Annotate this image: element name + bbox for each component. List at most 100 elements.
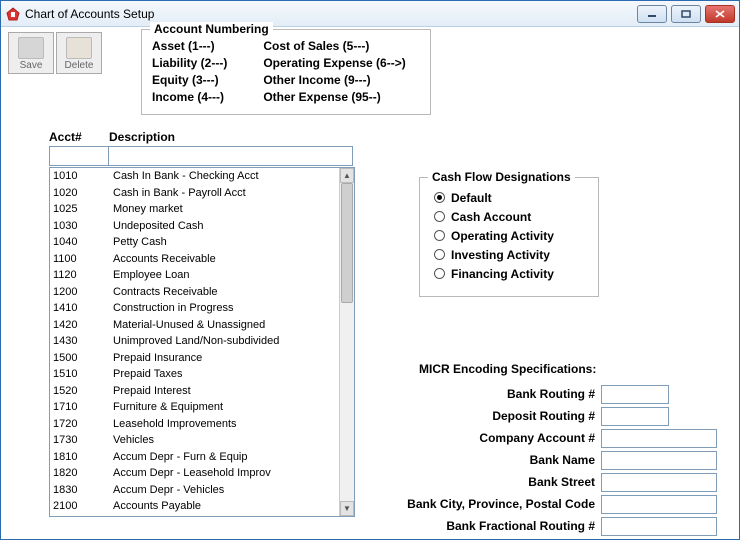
delete-icon <box>66 37 92 59</box>
list-item-acct: 1710 <box>53 399 113 416</box>
list-item-desc: Accounts Receivable <box>113 251 216 268</box>
list-item[interactable]: 1830Accum Depr - Vehicles <box>50 482 339 499</box>
cash-flow-option[interactable]: Cash Account <box>434 207 588 226</box>
window: Chart of Accounts Setup Save Delete Acco… <box>0 0 740 540</box>
micr-label: Bank Fractional Routing # <box>371 519 601 533</box>
cash-flow-option-label: Investing Activity <box>451 248 550 262</box>
field-labels: Acct# Description <box>49 130 175 144</box>
numbering-item: Liability (2---) <box>152 55 227 72</box>
micr-input[interactable] <box>601 407 669 426</box>
list-item[interactable]: 2100Accounts Payable <box>50 498 339 515</box>
cash-flow-option[interactable]: Investing Activity <box>434 245 588 264</box>
list-item-desc: Cash in Bank - Payroll Acct <box>113 185 246 202</box>
list-item-acct: 1510 <box>53 366 113 383</box>
micr-input[interactable] <box>601 517 717 536</box>
list-item[interactable]: 2500FICA Tax Payable <box>50 515 339 517</box>
cash-flow-option[interactable]: Financing Activity <box>434 264 588 283</box>
list-item[interactable]: 1040Petty Cash <box>50 234 339 251</box>
numbering-item: Other Income (9---) <box>263 72 405 89</box>
list-item[interactable]: 1200Contracts Receivable <box>50 284 339 301</box>
cash-flow-legend: Cash Flow Designations <box>428 170 575 184</box>
list-item[interactable]: 1030Undeposited Cash <box>50 218 339 235</box>
numbering-item: Asset (1---) <box>152 38 227 55</box>
minimize-button[interactable] <box>637 5 667 23</box>
description-input[interactable] <box>108 146 353 166</box>
list-item[interactable]: 1100Accounts Receivable <box>50 251 339 268</box>
cash-flow-groupbox: Cash Flow Designations DefaultCash Accou… <box>419 177 599 297</box>
maximize-button[interactable] <box>671 5 701 23</box>
scroll-thumb[interactable] <box>341 183 353 303</box>
list-item-acct: 1200 <box>53 284 113 301</box>
micr-label: Bank Routing # <box>371 387 601 401</box>
account-numbering-groupbox: Account Numbering Asset (1---) Liability… <box>141 29 431 115</box>
numbering-item: Other Expense (95--) <box>263 89 405 106</box>
list-item[interactable]: 1010Cash In Bank - Checking Acct <box>50 168 339 185</box>
cash-flow-option[interactable]: Default <box>434 188 588 207</box>
client-area: Save Delete Account Numbering Asset (1--… <box>1 27 739 539</box>
list-item[interactable]: 1120Employee Loan <box>50 267 339 284</box>
list-item-desc: Undeposited Cash <box>113 218 204 235</box>
list-item[interactable]: 1025Money market <box>50 201 339 218</box>
micr-input[interactable] <box>601 385 669 404</box>
list-item-acct: 1420 <box>53 317 113 334</box>
list-item-desc: Contracts Receivable <box>113 284 218 301</box>
cash-flow-option[interactable]: Operating Activity <box>434 226 588 245</box>
list-item[interactable]: 1720Leasehold Improvements <box>50 416 339 433</box>
list-item-desc: FICA Tax Payable <box>113 515 200 517</box>
list-item-desc: Furniture & Equipment <box>113 399 223 416</box>
list-item[interactable]: 1020Cash in Bank - Payroll Acct <box>50 185 339 202</box>
save-button[interactable]: Save <box>8 32 54 74</box>
list-item-acct: 1010 <box>53 168 113 185</box>
numbering-right-column: Cost of Sales (5---) Operating Expense (… <box>263 38 405 106</box>
scroll-up-button[interactable]: ▲ <box>340 168 354 183</box>
delete-button[interactable]: Delete <box>56 32 102 74</box>
close-button[interactable] <box>705 5 735 23</box>
acct-input[interactable] <box>49 146 109 166</box>
micr-input[interactable] <box>601 451 717 470</box>
micr-row: Bank Name <box>371 449 721 471</box>
list-item-desc: Petty Cash <box>113 234 167 251</box>
micr-row: Company Account # <box>371 427 721 449</box>
list-item-acct: 2500 <box>53 515 113 517</box>
list-item-acct: 1720 <box>53 416 113 433</box>
radio-icon <box>434 192 445 203</box>
list-item-acct: 1520 <box>53 383 113 400</box>
list-item-desc: Vehicles <box>113 432 154 449</box>
micr-title: MICR Encoding Specifications: <box>419 362 596 376</box>
list-item[interactable]: 1420Material-Unused & Unassigned <box>50 317 339 334</box>
list-item[interactable]: 1510Prepaid Taxes <box>50 366 339 383</box>
list-item-acct: 1025 <box>53 201 113 218</box>
list-item-acct: 1810 <box>53 449 113 466</box>
list-item-desc: Prepaid Taxes <box>113 366 183 383</box>
list-item-desc: Material-Unused & Unassigned <box>113 317 265 334</box>
micr-label: Company Account # <box>371 431 601 445</box>
scrollbar[interactable]: ▲ ▼ <box>339 168 354 516</box>
radio-icon <box>434 249 445 260</box>
list-item[interactable]: 1710Furniture & Equipment <box>50 399 339 416</box>
delete-button-label: Delete <box>65 60 94 71</box>
titlebar: Chart of Accounts Setup <box>1 1 739 27</box>
micr-input[interactable] <box>601 473 717 492</box>
numbering-left-column: Asset (1---) Liability (2---) Equity (3-… <box>152 38 227 106</box>
radio-icon <box>434 211 445 222</box>
list-item-desc: Accounts Payable <box>113 498 201 515</box>
accounts-list-inner: 1010Cash In Bank - Checking Acct1020Cash… <box>50 168 339 516</box>
toolbar: Save Delete <box>8 32 102 74</box>
micr-row: Deposit Routing # <box>371 405 721 427</box>
list-item[interactable]: 1820Accum Depr - Leasehold Improv <box>50 465 339 482</box>
field-inputs <box>49 146 353 166</box>
micr-input[interactable] <box>601 429 717 448</box>
list-item-acct: 1820 <box>53 465 113 482</box>
scroll-down-button[interactable]: ▼ <box>340 501 354 516</box>
micr-input[interactable] <box>601 495 717 514</box>
list-item[interactable]: 1730Vehicles <box>50 432 339 449</box>
list-item[interactable]: 1500Prepaid Insurance <box>50 350 339 367</box>
list-item[interactable]: 1810Accum Depr - Furn & Equip <box>50 449 339 466</box>
list-item[interactable]: 1430Unimproved Land/Non-subdivided <box>50 333 339 350</box>
micr-row: Bank Fractional Routing # <box>371 515 721 537</box>
accounts-listbox[interactable]: 1010Cash In Bank - Checking Acct1020Cash… <box>49 167 355 517</box>
list-item-acct: 1020 <box>53 185 113 202</box>
numbering-item: Cost of Sales (5---) <box>263 38 405 55</box>
list-item[interactable]: 1520Prepaid Interest <box>50 383 339 400</box>
list-item[interactable]: 1410Construction in Progress <box>50 300 339 317</box>
